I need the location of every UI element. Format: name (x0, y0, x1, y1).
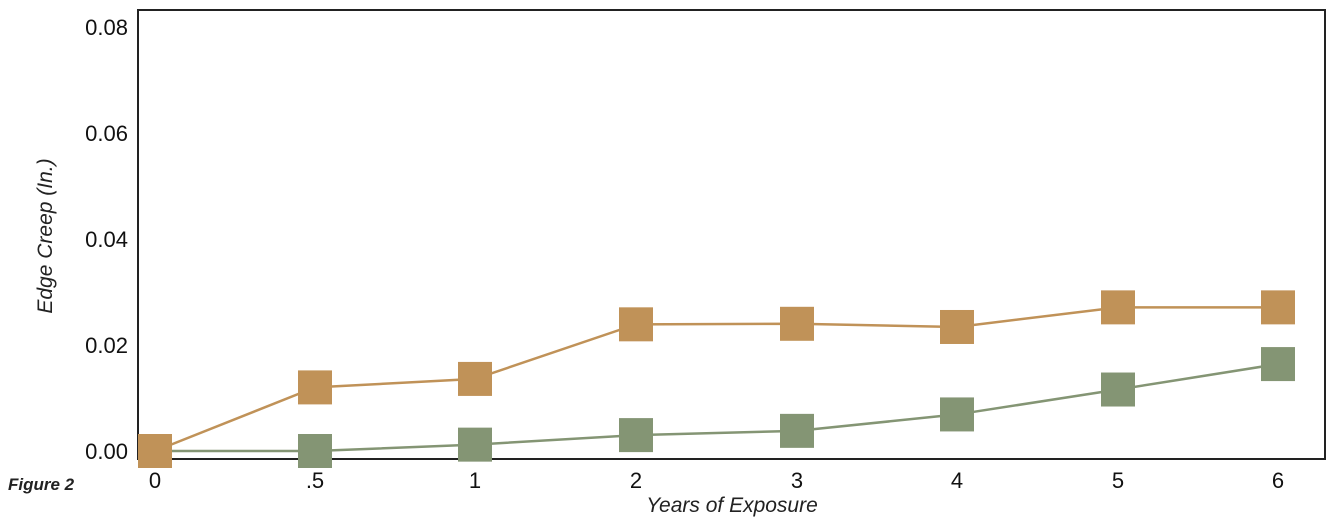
series-1-point (138, 434, 172, 468)
y-tick-label: 0.06 (85, 121, 128, 146)
y-tick-label: 0.08 (85, 15, 128, 40)
y-tick-label: 0.00 (85, 439, 128, 464)
series-2-point (619, 418, 653, 453)
series-1-point (1261, 290, 1295, 325)
series-2-point (1101, 372, 1135, 407)
series-2-point (298, 434, 332, 468)
series-lines (154, 306, 1279, 453)
series-2-point (940, 397, 974, 432)
x-tick-label: 6 (1272, 468, 1284, 493)
series-1-point (780, 306, 814, 341)
x-tick-label: 5 (1112, 468, 1124, 493)
series-markers (138, 290, 1295, 468)
x-axis-title: Years of Exposure (646, 494, 818, 517)
x-tick-label: 1 (469, 468, 481, 493)
figure-caption: Figure 2 (8, 475, 75, 494)
y-axis-title: Edge Creep (In.) (34, 158, 57, 313)
x-tick-label: 2 (630, 468, 642, 493)
series-2-point (458, 427, 492, 462)
x-tick-labels: 0 .5 1 2 3 4 5 6 (149, 468, 1284, 493)
x-tick-label: 4 (951, 468, 963, 493)
series-2-point (780, 413, 814, 448)
series-1-point (298, 370, 332, 405)
series-1-line (154, 306, 1278, 453)
series-2-line (155, 362, 1279, 453)
plot-frame (137, 9, 1326, 460)
x-tick-label: 0 (149, 468, 161, 493)
x-tick-label: 3 (791, 468, 803, 493)
series-1-point (1101, 290, 1135, 325)
series-1-point (619, 307, 653, 342)
series-2-point (1261, 347, 1295, 382)
series-layer (138, 290, 1295, 468)
y-tick-label: 0.04 (85, 227, 128, 252)
series-1-point (940, 309, 974, 344)
y-tick-label: 0.02 (85, 333, 128, 358)
x-tick-label: .5 (306, 468, 324, 493)
series-1-point (458, 361, 492, 396)
y-tick-labels: 0.00 0.02 0.04 0.06 0.08 (85, 15, 128, 464)
